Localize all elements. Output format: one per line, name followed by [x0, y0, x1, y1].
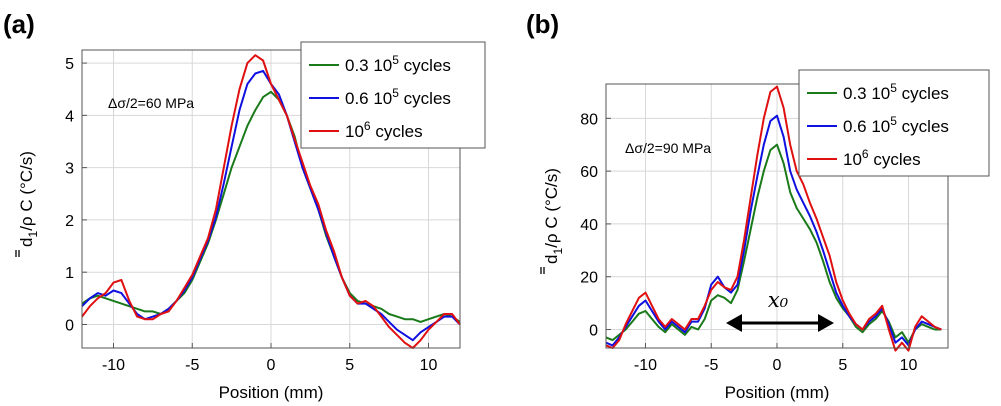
panel-a-y-axis-label: d1/ρ C (°C/s) [17, 151, 40, 247]
panel-a-legend-label-text: 0.3 10 [345, 56, 392, 75]
panel-b-y-label-main: d [542, 254, 561, 263]
panel-a-legend-label-suffix: cycles [371, 122, 423, 141]
panel-a-y-tick-label: 1 [65, 265, 74, 282]
panel-a-legend-label-2: 106 cycles [345, 119, 423, 141]
panel-b-legend-label-suffix: cycles [897, 117, 949, 136]
panel-b-x-axis-label: Position (mm) [725, 383, 830, 402]
panel-a-y-label-rest: /ρ C (°C/s) [17, 151, 36, 231]
panel-b-legend-label-text: 0.6 10 [843, 117, 890, 136]
panel-a-legend-label-1: 0.6 105 cycles [345, 86, 451, 108]
panel-b-legend-label-2: 106 cycles [843, 147, 921, 169]
panel-b-x-tick-label: 5 [838, 357, 847, 374]
panel-a-legend-label-0: 0.3 105 cycles [345, 53, 451, 75]
panel-a-x-tick-label: 10 [420, 357, 438, 374]
panel-b-x-tick-label: -5 [704, 357, 718, 374]
panel-b-y-tick-label: 80 [580, 111, 598, 128]
panel-b-y-tick-label: 40 [580, 217, 598, 234]
x0-arrowhead-right [818, 314, 834, 332]
panel-label-a: (a) [3, 9, 35, 39]
panel-b-legend-label-1: 0.6 105 cycles [843, 114, 949, 136]
panel-a-legend-label-suffix: cycles [399, 56, 451, 75]
panel-a-legend-label-exponent: 5 [392, 53, 399, 67]
panel-b-x0-arrow: x₀ [726, 288, 834, 332]
panel-b-series-lines [605, 85, 942, 352]
panel-b-y-tick-label: 0 [589, 323, 598, 340]
panel-b-legend-label-exponent: 5 [890, 81, 897, 95]
panel-b-legend-label-text: 0.3 10 [843, 84, 890, 103]
panel-a-x-tick-label: 0 [267, 357, 276, 374]
panel-b-annotation: Δσ/2=90 MPa [625, 140, 711, 156]
panel-b-legend-label-suffix: cycles [869, 150, 921, 169]
panel-b-legend-label-0: 0.3 105 cycles [843, 81, 949, 103]
panel-a-x-axis-label: Position (mm) [219, 383, 324, 402]
panel-a-y-tick-label: 5 [65, 56, 74, 73]
panel-a-legend-label-text: 0.6 10 [345, 89, 392, 108]
panel-a-x-tick-label: -10 [102, 357, 125, 374]
panel-label-b: (b) [526, 9, 559, 39]
panel-a-y-tick-label: 4 [65, 108, 74, 125]
panel-a-legend-box [300, 41, 486, 149]
panel-a-series-line-0 [81, 90, 461, 323]
panel-a-y-tick-label: 0 [65, 317, 74, 334]
panel-b-legend-label-exponent: 6 [862, 147, 869, 161]
panel-a-legend-label-exponent: 6 [364, 119, 371, 133]
panel-a-x-tick-label: -5 [185, 357, 199, 374]
panel-b-y-axis-label: d1/ρ C (°C/s) [542, 168, 565, 264]
panel-a-y-label-sub: 1 [26, 230, 40, 237]
panel-b-y-label-rest: /ρ C (°C/s) [542, 168, 561, 248]
panel-a-legend-label-text: 10 [345, 122, 364, 141]
panel-b-y-ticks: 0 20 40 60 80 [580, 111, 611, 340]
panel-b-y-tick-label: 60 [580, 164, 598, 181]
x0-arrowhead-left [726, 314, 742, 332]
panel-a-y-tick-label: 2 [65, 213, 74, 230]
panel-a-series-lines [81, 54, 461, 349]
panel-a-y-tick-label: 3 [65, 161, 74, 178]
panel-a-y-ticks: 0 1 2 3 4 5 [65, 56, 87, 334]
panel-a-x-ticks: -10 -5 0 5 10 [102, 343, 438, 374]
panel-b-x-tick-label: 10 [900, 357, 918, 374]
panel-a-y-label-main: d [17, 237, 36, 246]
panel-b-series-line-2 [605, 85, 942, 352]
panel-b-y-tick-label: 20 [580, 270, 598, 287]
panel-a-annotation: Δσ/2=60 MPa [108, 95, 194, 111]
panel-b-legend-label-exponent: 5 [890, 114, 897, 128]
panel-b-legend-label-suffix: cycles [897, 84, 949, 103]
panel-b-legend-label-text: 10 [843, 150, 862, 169]
panel-b-x-ticks: -10 -5 0 5 10 [634, 343, 918, 374]
panel-a-legend-label-exponent: 5 [392, 86, 399, 100]
panel-b-x-tick-label: -10 [634, 357, 657, 374]
panel-b-x-tick-label: 0 [773, 357, 782, 374]
panel-a-legend-label-suffix: cycles [399, 89, 451, 108]
panel-b-y-label-sub: 1 [551, 247, 565, 254]
panel-b-grid [606, 84, 948, 348]
x0-arrow-label: x₀ [768, 288, 789, 312]
panel-a-x-tick-label: 5 [345, 357, 354, 374]
panel-a-series-line-2 [81, 54, 461, 349]
